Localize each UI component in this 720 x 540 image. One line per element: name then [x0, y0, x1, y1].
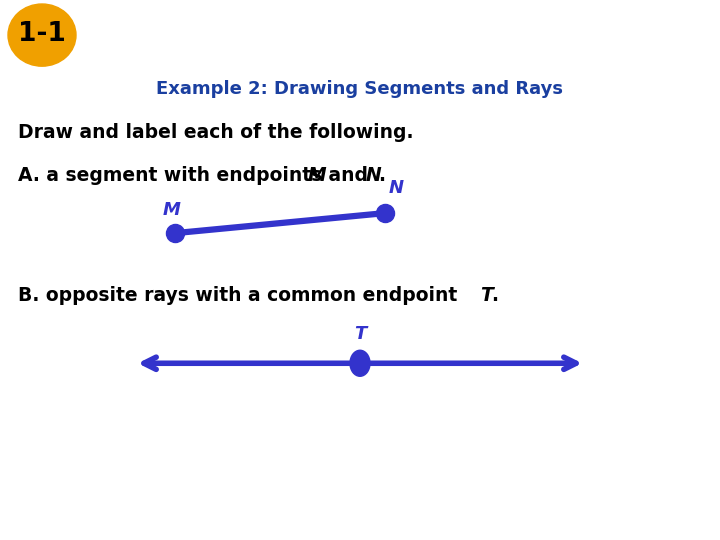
Ellipse shape	[8, 4, 76, 66]
Text: B. opposite rays with a common endpoint: B. opposite rays with a common endpoint	[18, 286, 464, 305]
Text: Draw and label each of the following.: Draw and label each of the following.	[18, 123, 413, 142]
Text: T: T	[480, 286, 492, 305]
Text: T: T	[354, 325, 366, 343]
Text: Copyright © by Holt Mc Dougal.: Copyright © by Holt Mc Dougal.	[530, 511, 711, 521]
Text: 1-1: 1-1	[18, 21, 66, 47]
Text: All Rights Reserved.: All Rights Reserved.	[645, 511, 720, 521]
Text: Understanding Points, Lines, and Planes: Understanding Points, Lines, and Planes	[90, 25, 598, 45]
Text: A. a segment with endpoints: A. a segment with endpoints	[18, 166, 329, 185]
Text: .: .	[491, 286, 498, 305]
Text: .: .	[378, 166, 385, 185]
Text: M: M	[163, 201, 181, 219]
Text: Holt McDougal Geometry: Holt McDougal Geometry	[10, 508, 194, 523]
Text: N: N	[366, 166, 382, 185]
Text: Example 2: Drawing Segments and Rays: Example 2: Drawing Segments and Rays	[156, 80, 564, 98]
Ellipse shape	[350, 350, 370, 376]
Text: N: N	[389, 179, 404, 197]
Text: M: M	[308, 166, 327, 185]
Text: and: and	[322, 166, 374, 185]
